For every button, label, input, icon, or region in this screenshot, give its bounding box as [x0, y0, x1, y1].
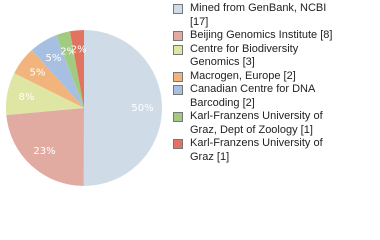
- legend-label: Karl-Franzens University of Graz, Dept o…: [190, 110, 323, 136]
- slice-label: 50%: [131, 103, 153, 114]
- slice-label: 5%: [29, 68, 45, 79]
- legend-item: Beijing Genomics Institute [8]: [173, 29, 338, 43]
- legend: Mined from GenBank, NCBI [17] Beijing Gen…: [173, 2, 338, 164]
- legend-item: Canadian Centre for DNA Barcoding [2]: [173, 83, 338, 110]
- slice-label: 5%: [45, 53, 61, 64]
- slice-label: 2%: [71, 45, 87, 56]
- legend-label: Centre for Biodiversity Genomics [3]: [190, 42, 299, 69]
- pie-slice: [31, 35, 84, 108]
- legend-label: Beijing Genomics Institute [8]: [190, 29, 333, 41]
- legend-label: Canadian Centre for DNA Barcoding [2]: [190, 83, 315, 109]
- legend-swatch: [173, 112, 183, 122]
- legend-item: Karl-Franzens University of Graz, Dept o…: [173, 110, 338, 137]
- legend-swatch: [173, 139, 183, 149]
- pie-slice: [6, 73, 85, 115]
- legend-swatch: [173, 71, 183, 82]
- legend-label: Karl-Franzens University of Graz [1]: [190, 137, 323, 163]
- legend-label: Macrogen, Europe [2]: [190, 69, 296, 82]
- legend-swatch: [173, 85, 183, 95]
- legend-item: Centre for Biodiversity Genomics [3]: [173, 43, 338, 70]
- pie-slice: [56, 31, 84, 108]
- legend-swatch: [173, 44, 183, 55]
- pie-chart: 50%23%8%5%5%2%2%: [6, 30, 163, 186]
- pie-slice: [83, 30, 163, 186]
- pie-slice: [6, 108, 84, 186]
- slice-label: 2%: [60, 47, 76, 58]
- slice-label: 8%: [19, 92, 35, 103]
- legend-label: Mined from GenBank, NCBI [17]: [190, 2, 327, 28]
- pie-slice: [14, 50, 84, 108]
- legend-item: Mined from GenBank, NCBI [17]: [173, 2, 338, 29]
- legend-item: Macrogen, Europe [2]: [173, 70, 338, 84]
- slice-label: 23%: [33, 146, 55, 157]
- legend-item: Karl-Franzens University of Graz [1]: [173, 137, 338, 164]
- legend-swatch: [173, 4, 183, 14]
- legend-swatch: [173, 31, 183, 41]
- pie-slice: [69, 30, 84, 108]
